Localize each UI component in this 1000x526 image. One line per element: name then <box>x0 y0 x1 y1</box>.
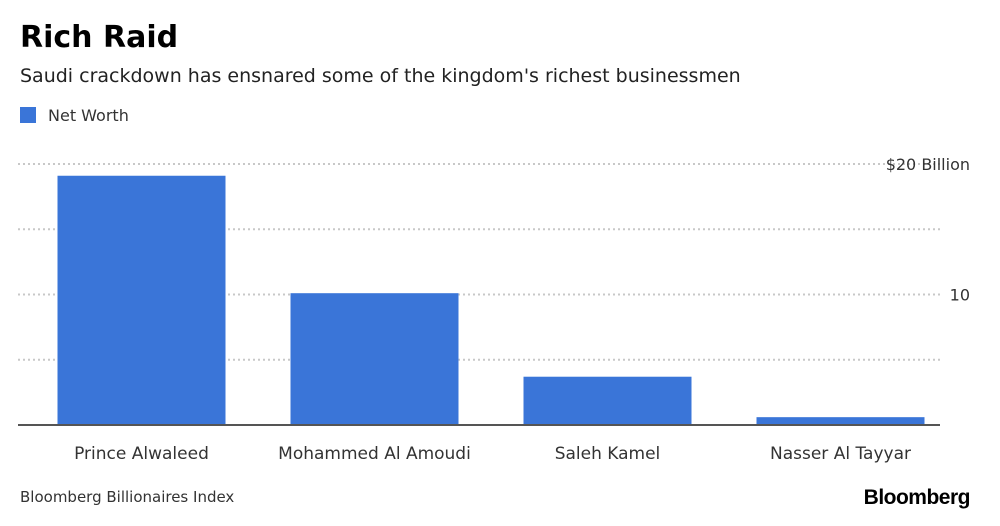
x-tick-label-nasser-al-tayyar: Nasser Al Tayyar <box>770 444 911 464</box>
y-tick-label-10: 10 <box>950 286 970 305</box>
legend-swatch-net-worth <box>20 107 36 123</box>
legend-label-net-worth: Net Worth <box>48 105 129 125</box>
y-tick-label-20: $20 Billion <box>886 155 970 174</box>
chart-subtitle: Saudi crackdown has ensnared some of the… <box>20 65 741 87</box>
x-tick-label-prince-alwaleed: Prince Alwaleed <box>74 444 209 464</box>
bar-prince-alwaleed <box>57 175 226 425</box>
chart-title: Rich Raid <box>20 20 179 55</box>
bar-saleh-kamel <box>523 376 692 425</box>
bar-mohammed-al-amoudi <box>290 293 459 425</box>
legend: Net Worth <box>20 104 129 126</box>
bloomberg-logo: Bloomberg <box>863 486 971 509</box>
x-tick-label-saleh-kamel: Saleh Kamel <box>555 444 661 464</box>
x-tick-label-mohammed-al-amoudi: Mohammed Al Amoudi <box>278 444 471 464</box>
bar-nasser-al-tayyar <box>756 417 925 425</box>
source-note: Bloomberg Billionaires Index <box>20 488 235 506</box>
